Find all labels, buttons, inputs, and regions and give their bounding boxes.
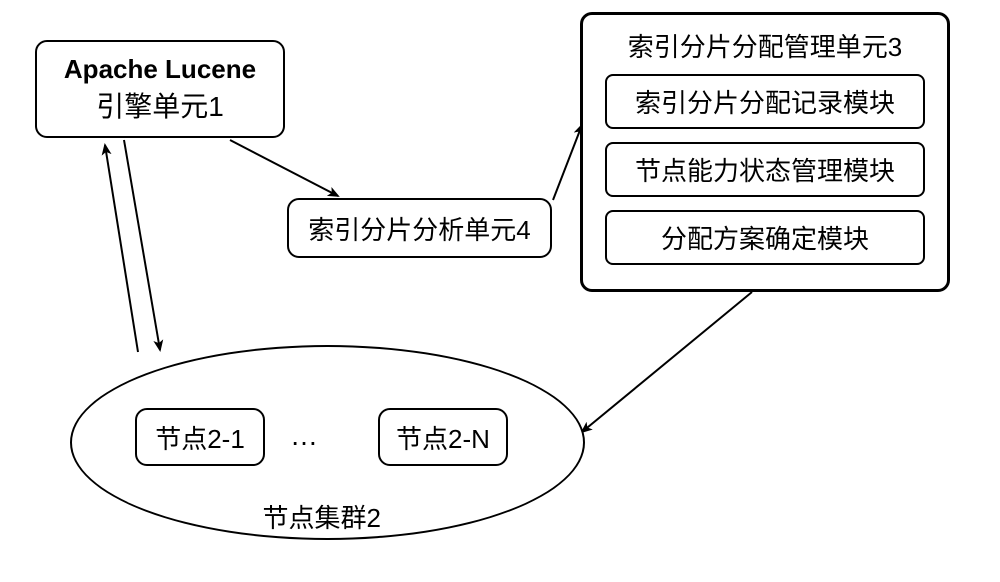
arrow-lucene-to-analysis [230, 140, 338, 196]
arrow-analysis-to-manager [553, 125, 582, 200]
manager-title: 索引分片分配管理单元3 [628, 27, 902, 64]
cluster-node-1-label: 节点2-1 [155, 419, 245, 456]
lucene-line2: 引擎单元1 [64, 85, 256, 125]
analysis-label: 索引分片分析单元4 [308, 210, 530, 247]
cluster-dots-label: … [290, 420, 318, 451]
arrow-lucene-cluster-left [105, 145, 138, 352]
manager-module-3: 分配方案确定模块 [605, 210, 925, 265]
cluster-node-1: 节点2-1 [135, 408, 265, 466]
manager-module-2: 节点能力状态管理模块 [605, 142, 925, 197]
manager-module-1: 索引分片分配记录模块 [605, 74, 925, 129]
cluster-node-n: 节点2-N [378, 408, 508, 466]
cluster-dots: … [290, 420, 318, 452]
arrow-lucene-cluster-right [124, 140, 160, 350]
manager-module-2-label: 节点能力状态管理模块 [635, 151, 895, 188]
lucene-line1: Apache Lucene [64, 54, 256, 85]
cluster-node-n-label: 节点2-N [396, 419, 490, 456]
cluster-label-text: 节点集群2 [263, 503, 381, 533]
manager-module-3-label: 分配方案确定模块 [661, 219, 869, 256]
manager-unit-box: 索引分片分配管理单元3 索引分片分配记录模块 节点能力状态管理模块 分配方案确定… [580, 12, 950, 292]
cluster-label: 节点集群2 [263, 498, 381, 535]
manager-module-1-label: 索引分片分配记录模块 [635, 83, 895, 120]
arrow-manager-to-cluster [582, 292, 752, 432]
analysis-unit-box: 索引分片分析单元4 [287, 198, 552, 258]
lucene-engine-box: Apache Lucene 引擎单元1 [35, 40, 285, 138]
